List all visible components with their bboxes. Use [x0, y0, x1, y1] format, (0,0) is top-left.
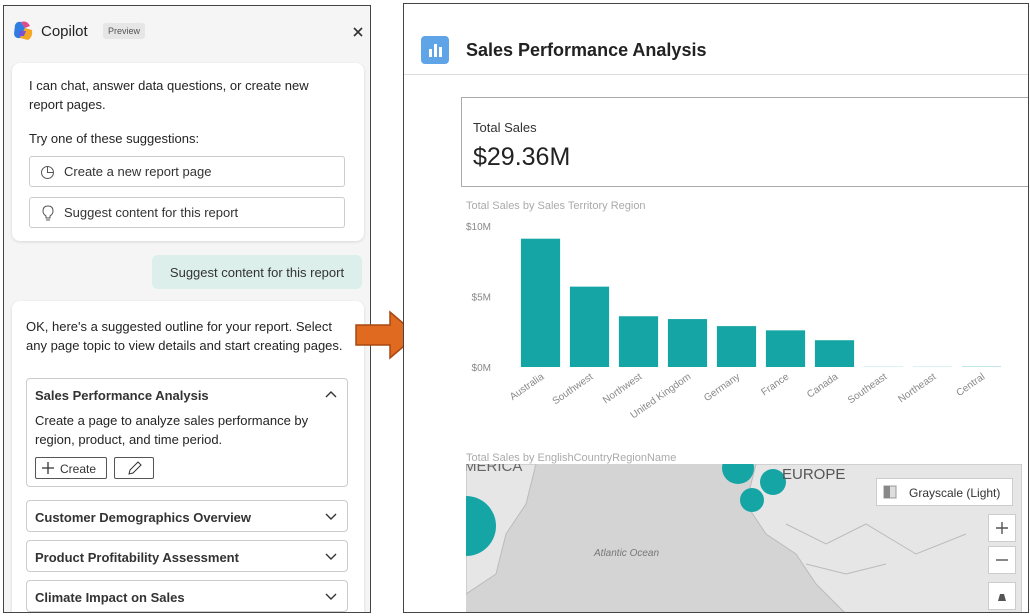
style-button[interactable]: Grayscale (Light)	[876, 478, 1013, 506]
x-tick-label: Southwest	[551, 371, 596, 407]
style-label: Grayscale (Light)	[909, 486, 1001, 500]
create-button[interactable]: Create	[35, 457, 107, 479]
topic-item[interactable]: Product Profitability Assessment	[26, 540, 348, 572]
topic-title: Customer Demographics Overview	[35, 510, 252, 525]
y-tick-label: $0M	[472, 363, 491, 374]
copilot-panel: Copilot Preview I can chat, answer data …	[3, 5, 371, 613]
map-label: Atlantic Ocean	[594, 548, 660, 559]
suggestion-text: Suggest content for this report	[64, 205, 239, 220]
close-button[interactable]	[352, 26, 364, 38]
bar	[716, 326, 757, 367]
report-icon	[421, 36, 449, 64]
bar	[814, 340, 855, 367]
topic-item[interactable]: Customer Demographics Overview	[26, 500, 348, 532]
suggestion-button[interactable]: Create a new report page	[29, 156, 345, 187]
bar-chart: Total Sales by Sales Territory Region $0…	[466, 200, 1002, 421]
topic-title: Product Profitability Assessment	[35, 550, 239, 565]
intro-text: I can chat, answer data questions, or cr…	[29, 78, 309, 112]
zoom-in[interactable]	[988, 514, 1016, 542]
bar	[569, 286, 610, 367]
suggestion-button[interactable]: Suggest content for this report	[29, 197, 345, 228]
map-label: EUROPE	[782, 466, 846, 483]
edit-button[interactable]	[114, 457, 154, 479]
y-tick-label: $5M	[472, 293, 491, 304]
copilot-logo	[14, 21, 33, 40]
header-divider	[404, 74, 1028, 75]
kpi-card: Total Sales $29.36M	[461, 97, 1028, 187]
topic-description: Create a page to analyze sales performan…	[35, 413, 309, 447]
y-tick-label: $10M	[466, 222, 491, 233]
report-title: Sales Performance Analysis	[466, 40, 707, 60]
report-panel: Sales Performance Analysis Total Sales $…	[403, 3, 1029, 613]
x-tick-label: Central	[954, 371, 987, 399]
map: AMERICA EUROPE Atlantic Ocean Grayscale …	[466, 464, 1022, 612]
x-tick-label: Germany	[702, 371, 742, 404]
chart-title: Total Sales by Sales Territory Region	[466, 200, 646, 212]
bar	[520, 238, 561, 367]
suggestion-prompt: Try one of these suggestions:	[29, 131, 200, 146]
copilot-title: Copilot	[41, 23, 88, 40]
topic-title: Sales Performance Analysis	[35, 388, 209, 403]
x-tick-label: Canada	[805, 371, 840, 400]
reply-text: OK, here's a suggested outline for your …	[26, 319, 343, 353]
intro-card: I can chat, answer data questions, or cr…	[12, 63, 364, 241]
bar	[667, 319, 708, 367]
reply-card: OK, here's a suggested outline for your …	[12, 301, 364, 612]
create-label: Create	[60, 462, 97, 476]
kpi-label: Total Sales	[473, 120, 537, 135]
reset-view[interactable]	[988, 582, 1016, 610]
x-tick-label: Northeast	[896, 371, 938, 405]
x-tick-label: Australia	[508, 371, 547, 403]
user-message: Suggest content for this report	[152, 255, 362, 289]
map-label: AMERICA	[466, 464, 523, 475]
map-title: Total Sales by EnglishCountryRegionName	[466, 452, 677, 464]
x-tick-label: Northwest	[601, 371, 644, 406]
x-tick-label: Southeast	[846, 371, 889, 406]
topic-title: Climate Impact on Sales	[35, 590, 185, 605]
bar	[765, 330, 806, 367]
suggestion-text: Create a new report page	[64, 164, 212, 179]
bar	[618, 316, 659, 367]
topic-item[interactable]: Sales Performance Analysis Create a page…	[26, 378, 348, 487]
zoom-out[interactable]	[988, 546, 1016, 574]
topic-item[interactable]: Climate Impact on Sales	[26, 580, 348, 612]
kpi-value: $29.36M	[473, 143, 571, 171]
x-tick-label: France	[759, 371, 791, 398]
preview-badge: Preview	[103, 23, 146, 39]
